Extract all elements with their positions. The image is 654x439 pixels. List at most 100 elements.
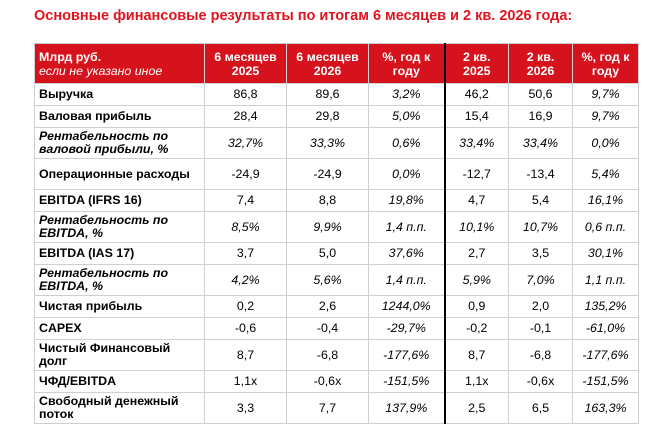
table-cell: 0,2 [204,295,287,318]
row-label: Операционные расходы [34,158,205,190]
table-cell: 19,8% [368,189,445,212]
table-cell: 30,1% [572,242,639,265]
table-row: Чистый Финансовый долг 8,7 -6,8 -177,6% 8,7-… [34,339,639,371]
table-cell: 1,4 п.п. [368,211,445,243]
header-units-label: Млрд руб. [39,49,102,64]
table-cell: -24,9 [204,158,287,190]
page-title: Основные финансовые результаты по итогам… [34,8,573,24]
table-cell: 50,6 [508,83,573,106]
table-row: Рентабельность по EBITDA, % 4,2% 5,6% 1,4 п… [34,264,639,296]
table-cell: 9,9% [286,211,369,243]
row-label: Выручка [34,83,205,106]
table-cell: 37,6% [368,242,445,265]
table-cell: 6,5 [508,392,573,424]
table-cell: 1,4 п.п. [368,264,445,296]
table-cell: 1,1x [443,370,509,393]
table-cell: 9,7% [572,83,639,106]
table-row: Операционные расходы -24,9 -24,9 0,0% -12,7-… [34,158,639,190]
table-cell: 2,6 [286,295,369,318]
table-cell: 163,3% [572,392,639,424]
table-cell: 8,8 [286,189,369,212]
table-cell: 3,3 [204,392,287,424]
table-cell: 16,1% [572,189,639,212]
table-cell: -0,4 [286,317,369,340]
table-cell: 3,5 [508,242,573,265]
table-cell: -151,5% [368,370,445,393]
table-cell: 5,0 [286,242,369,265]
row-label: Свободный денежный поток [34,392,205,424]
table-cell: 0,0% [368,158,445,190]
table-row: Чистая прибыль 0,2 2,6 1244,0% 0,9 2,0 135,2% [34,295,639,318]
column-header: 2 кв. 2026 [508,43,573,84]
table-cell: 9,7% [572,105,639,128]
row-label: EBITDA (IFRS 16) [34,189,205,212]
table-header-row: Млрд руб. если не указано иное 6 месяцев… [34,43,639,84]
row-label: Чистая прибыль [34,295,205,318]
table-cell: 4,7 [443,189,509,212]
table-cell: 16,9 [508,105,573,128]
table-row: Рентабельность по валовой прибыли, % 32,7… [34,127,639,159]
table-cell: 8,7 [443,339,509,371]
column-header: %, год к году [368,43,445,84]
table-cell: 1244,0% [368,295,445,318]
table-cell: 33,4% [508,127,573,159]
table-cell: -151,5% [572,370,639,393]
table-cell: 5,4% [572,158,639,190]
column-header: 6 месяцев 2026 [286,43,369,84]
table-row: Валовая прибыль 28,4 29,8 5,0% 15,4 16,9 9,7% [34,105,639,128]
table-cell: 33,4% [443,127,509,159]
column-header: 2 кв. 2025 [443,43,509,84]
table-cell: 7,7 [286,392,369,424]
row-label: Чистый Финансовый долг [34,339,205,371]
table-cell: 10,1% [443,211,509,243]
table-cell: 3,7 [204,242,287,265]
table-cell: -12,7 [443,158,509,190]
table-row: EBITDA (IAS 17) 3,7 5,0 37,6% 2,7 3,5 30,1% [34,242,639,265]
row-label: Рентабельность по EBITDA, % [34,264,205,296]
column-header: 6 месяцев 2025 [204,43,287,84]
table-cell: -13,4 [508,158,573,190]
financial-results-table: Млрд руб. если не указано иное 6 месяцев… [34,43,639,424]
table-cell: 7,4 [204,189,287,212]
table-cell: 5,6% [286,264,369,296]
table-cell: -177,6% [572,339,639,371]
table-row: EBITDA (IFRS 16) 7,4 8,8 19,8% 4,7 5,4 16,1% [34,189,639,212]
row-label: ЧФД/EBITDA [34,370,205,393]
table-row: ЧФД/EBITDA 1,1x -0,6x -151,5% 1,1x -0,6x -151,… [34,370,639,393]
header-units-note: если не указано иное [39,63,163,78]
table-cell: 0,0% [572,127,639,159]
table-cell: 28,4 [204,105,287,128]
table-row: CAPEX -0,6 -0,4 -29,7% -0,2 -0,1 -61,0% [34,317,639,340]
table-cell: 33,3% [286,127,369,159]
table-cell: 5,9% [443,264,509,296]
table-cell: 5,0% [368,105,445,128]
table-row: Выручка 86,8 89,6 3,2% 46,2 50,6 9,7% [34,83,639,106]
table-cell: 0,6% [368,127,445,159]
table-cell: -0,1 [508,317,573,340]
table-cell: 8,5% [204,211,287,243]
row-label: Валовая прибыль [34,105,205,128]
header-units-cell: Млрд руб. если не указано иное [34,43,205,84]
table-cell: -0,6x [286,370,369,393]
table-cell: 32,7% [204,127,287,159]
table-body: Выручка 86,8 89,6 3,2% 46,2 50,6 9,7% Валовая п… [34,83,639,424]
table-cell: 1,1x [204,370,287,393]
table-cell: 137,9% [368,392,445,424]
table-cell: 29,8 [286,105,369,128]
table-cell: -0,2 [443,317,509,340]
table-cell: 3,2% [368,83,445,106]
table-cell: 2,7 [443,242,509,265]
table-cell: 2,0 [508,295,573,318]
table-cell: -29,7% [368,317,445,340]
table-row: Рентабельность по EBITDA, % 8,5% 9,9% 1,4 п… [34,211,639,243]
table-cell: -24,9 [286,158,369,190]
table-cell: 4,2% [204,264,287,296]
table-cell: 1,1 п.п. [572,264,639,296]
column-header: %, год к году [572,43,639,84]
table-cell: 135,2% [572,295,639,318]
table-cell: 7,0% [508,264,573,296]
table-cell: 2,5 [443,392,509,424]
table-cell: -0,6x [508,370,573,393]
table-row: Свободный денежный поток 3,3 7,7 137,9% 2,5 6… [34,392,639,424]
table-cell: -6,8 [286,339,369,371]
